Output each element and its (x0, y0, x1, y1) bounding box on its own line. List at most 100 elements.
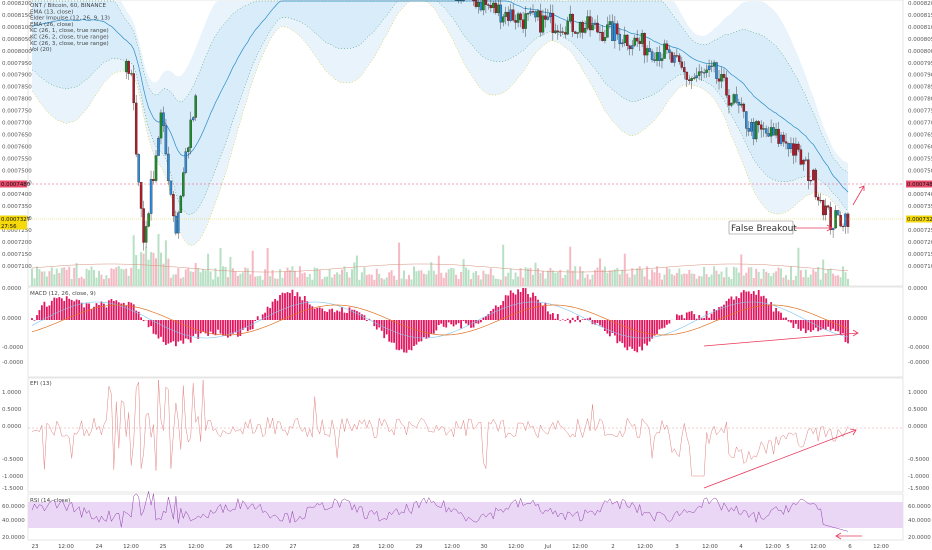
macd-bar (695, 318, 698, 320)
volume-bar (727, 276, 730, 286)
volume-bar (799, 270, 802, 286)
macd-bar (323, 311, 326, 320)
macd-bar (135, 310, 138, 320)
candle-body (564, 32, 567, 35)
volume-bar (373, 279, 376, 286)
price-pane[interactable]: False Breakout (27, 0, 904, 287)
volume-bar (807, 277, 810, 286)
volume-bar (829, 268, 832, 286)
candle-body (194, 95, 197, 118)
candles (124, 0, 850, 251)
candle-body (764, 128, 768, 134)
macd-bar (720, 306, 723, 320)
efi-tick-left: 1.0000 (2, 390, 22, 396)
volume-bar (519, 268, 522, 286)
macd-bar (472, 320, 475, 328)
volume-bar (226, 277, 229, 286)
candle-body (839, 214, 842, 227)
volume-bar (157, 233, 160, 286)
macd-bar (802, 320, 805, 329)
candle-body (611, 21, 614, 41)
macd-bar (125, 306, 128, 320)
macd-bar (227, 320, 229, 338)
macd-bar (179, 320, 182, 341)
macd-bar (586, 318, 589, 320)
macd-bar (413, 320, 415, 346)
efi-tick-right: 1.0000 (908, 390, 928, 396)
macd-bar (405, 320, 408, 353)
candle-body (754, 121, 758, 140)
volume-bar (417, 270, 420, 286)
volume-bar (700, 276, 703, 286)
candle-body (750, 122, 753, 132)
volume-bar (777, 267, 780, 286)
macd-bar (398, 320, 400, 351)
macd-bar (388, 320, 391, 342)
candle-body (643, 33, 646, 56)
macd-bar (455, 320, 457, 325)
candle-body (494, 2, 498, 13)
macd-bar (599, 320, 601, 326)
volume-bar (375, 268, 378, 286)
macd-arrowhead (852, 329, 859, 337)
macd-bar (90, 309, 93, 320)
macd-bar (507, 295, 510, 320)
candle-body (710, 65, 713, 67)
macd-bar (224, 320, 227, 336)
volume-bar (422, 273, 425, 286)
volume-bar (98, 270, 100, 286)
time-tick: 12:00 (810, 544, 826, 550)
macd-bar (142, 320, 145, 322)
price-tick-left: 0.0007650 (2, 132, 32, 138)
volume-bar (494, 278, 497, 286)
price-tick-left: 0.0007250 (2, 228, 32, 234)
volume-bar (708, 277, 711, 286)
macd-bar (482, 317, 485, 320)
volume-bar (772, 272, 775, 286)
volume-bar (184, 269, 187, 286)
macd-pane[interactable]: MACD (12, 26, close, 9) (27, 286, 904, 378)
volume-bar (142, 253, 145, 286)
rsi-tick-left: 60.0000 (2, 504, 25, 510)
volume-bar (445, 272, 448, 286)
candle-body (660, 58, 664, 61)
candle-body (702, 72, 706, 74)
macd-bar (301, 300, 304, 320)
time-tick: 12:00 (444, 544, 460, 550)
volume-bar (430, 262, 433, 286)
candle-body (829, 207, 832, 231)
macd-bar (566, 318, 569, 320)
macd-bar (197, 320, 200, 339)
macd-bar (187, 320, 190, 340)
volume-bar (336, 272, 339, 286)
macd-bar (656, 320, 658, 334)
volume-bar (628, 277, 631, 286)
candle-body (184, 151, 188, 173)
volume-bar (378, 273, 381, 286)
volume-bar (504, 276, 507, 286)
macd-title: MACD (12, 26, close, 9) (30, 291, 96, 297)
macd-bar (321, 308, 324, 320)
volume-bar (137, 268, 140, 286)
keltner-lower-line (31, 0, 849, 216)
macd-bar (814, 320, 817, 328)
rsi-pane[interactable]: RSI (14, close) (27, 491, 904, 541)
rsi-tick-left: 40.0000 (2, 518, 25, 524)
candle-body (623, 34, 627, 44)
volume-bar (425, 274, 428, 286)
candle-body (581, 22, 584, 33)
candle-body (551, 12, 555, 33)
volume-bar (214, 268, 217, 286)
volume-bar (809, 274, 812, 286)
volume-bar (254, 276, 257, 286)
rsi-title: RSI (14, close) (30, 498, 70, 504)
macd-bar (338, 311, 341, 320)
volume-bar (586, 274, 589, 286)
efi-pane[interactable]: EFI (13) (27, 377, 904, 493)
volume-bar (88, 270, 90, 286)
price-tick-left: 0.0007700 (2, 121, 32, 127)
macd-bar (604, 320, 606, 331)
macd-bar (385, 320, 388, 335)
legend-entry: EMA (13, close) (30, 9, 73, 15)
volume-bar (847, 278, 849, 286)
